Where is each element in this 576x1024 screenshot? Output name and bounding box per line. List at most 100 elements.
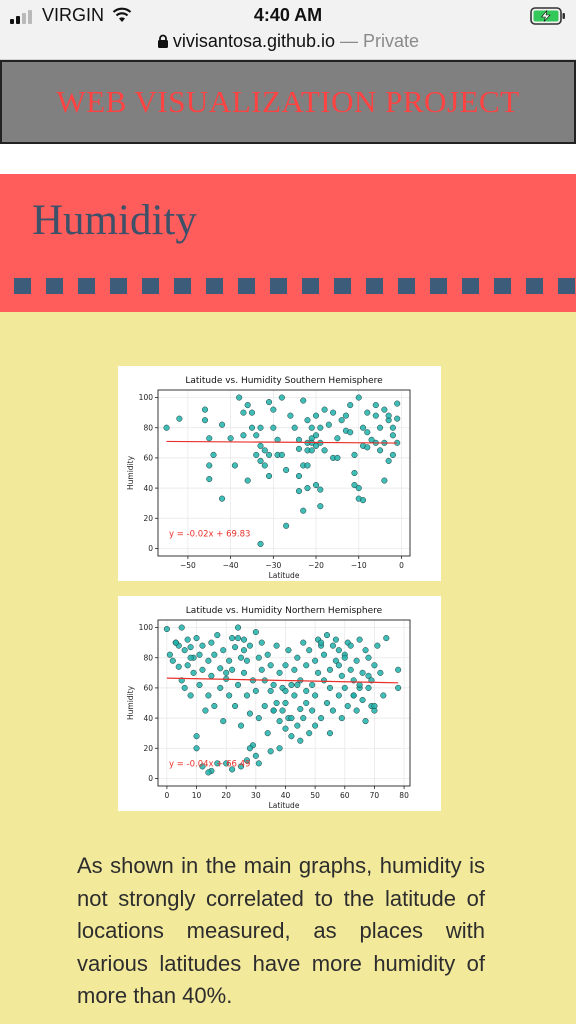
y-tick-label: 60	[143, 454, 153, 463]
data-point	[332, 657, 339, 664]
data-point	[232, 702, 239, 710]
data-point	[199, 666, 206, 673]
x-tick-label: 30	[251, 791, 261, 800]
data-point	[312, 692, 319, 699]
data-point	[335, 692, 342, 699]
data-point	[264, 730, 271, 737]
lock-icon	[157, 33, 169, 54]
data-point	[205, 769, 212, 776]
data-point	[372, 402, 379, 409]
data-point	[244, 477, 251, 484]
data-point	[223, 669, 230, 676]
data-point	[344, 702, 351, 710]
data-point	[178, 624, 185, 631]
data-point	[255, 760, 262, 767]
data-point	[193, 745, 200, 752]
data-point	[202, 707, 209, 714]
data-point	[282, 725, 289, 732]
data-point	[321, 406, 328, 413]
data-point	[304, 462, 311, 469]
carrier-name: VIRGIN	[42, 5, 105, 25]
data-point	[312, 657, 319, 664]
data-point	[172, 639, 179, 646]
data-point	[276, 718, 283, 725]
data-point	[304, 417, 311, 424]
x-tick-label: −30	[265, 561, 281, 570]
divider-square	[46, 278, 63, 294]
data-point	[273, 699, 280, 707]
data-point	[210, 451, 217, 458]
chart-title: Latitude vs. Humidity Southern Hemispher…	[185, 376, 383, 386]
data-point	[201, 406, 209, 413]
data-point	[312, 412, 320, 419]
data-point	[291, 424, 298, 431]
data-point	[201, 417, 209, 424]
data-point	[385, 412, 392, 419]
data-point	[380, 692, 387, 699]
data-point	[389, 451, 396, 458]
data-point	[261, 702, 268, 710]
description-paragraph: As shown in the main graphs, humidity is…	[77, 853, 485, 1008]
data-point	[267, 748, 274, 755]
wifi-icon	[111, 7, 133, 28]
y-tick-label: 20	[143, 744, 153, 753]
data-point	[214, 760, 221, 767]
data-point	[283, 522, 290, 529]
data-point	[234, 635, 242, 642]
plot-frame	[157, 619, 411, 787]
data-point	[187, 692, 194, 699]
y-tick-label: 0	[148, 774, 153, 783]
data-point	[214, 632, 221, 639]
data-point	[306, 730, 313, 737]
y-tick-label: 40	[143, 484, 153, 493]
data-point	[236, 394, 243, 401]
x-tick-label: −10	[351, 561, 367, 570]
dashed-divider	[14, 278, 575, 294]
data-point	[295, 445, 302, 452]
x-tick-label: −40	[223, 561, 239, 570]
data-point	[190, 669, 197, 676]
address-bar[interactable]: vivisantosa.github.io — Private	[0, 31, 576, 54]
x-tick-label: 70	[370, 791, 380, 800]
data-point	[261, 462, 268, 469]
data-point	[359, 424, 367, 431]
data-point	[350, 692, 357, 699]
data-point	[347, 429, 354, 436]
data-point	[229, 766, 236, 773]
data-point	[317, 486, 324, 493]
data-point	[227, 435, 234, 442]
data-point	[334, 435, 341, 442]
data-point	[270, 406, 277, 413]
data-point	[323, 699, 331, 707]
x-tick-label: 60	[340, 791, 350, 800]
data-point	[304, 485, 311, 492]
data-point	[240, 647, 248, 654]
data-point	[181, 647, 188, 654]
data-point	[341, 684, 348, 691]
data-point	[308, 447, 315, 454]
data-point	[220, 647, 227, 654]
data-point	[389, 432, 396, 439]
data-point	[389, 424, 396, 431]
data-point	[276, 669, 283, 676]
y-tick-label: 40	[143, 714, 153, 723]
data-point	[219, 421, 226, 428]
data-point	[300, 639, 307, 646]
data-point	[270, 681, 277, 688]
data-point	[187, 644, 194, 651]
data-point	[258, 639, 265, 646]
data-point	[217, 684, 224, 691]
status-bar: VIRGIN 4:40 AM vivisantosa.github.io — P…	[0, 0, 576, 60]
data-point	[248, 409, 256, 416]
data-point	[335, 647, 342, 654]
data-point	[273, 642, 280, 649]
data-point	[246, 745, 253, 752]
divider-square	[14, 278, 31, 294]
data-point	[351, 482, 358, 489]
data-point	[347, 402, 354, 409]
data-point	[317, 424, 324, 431]
data-point	[206, 435, 213, 442]
data-point	[237, 722, 245, 729]
data-point	[359, 669, 366, 676]
data-point	[338, 417, 345, 424]
